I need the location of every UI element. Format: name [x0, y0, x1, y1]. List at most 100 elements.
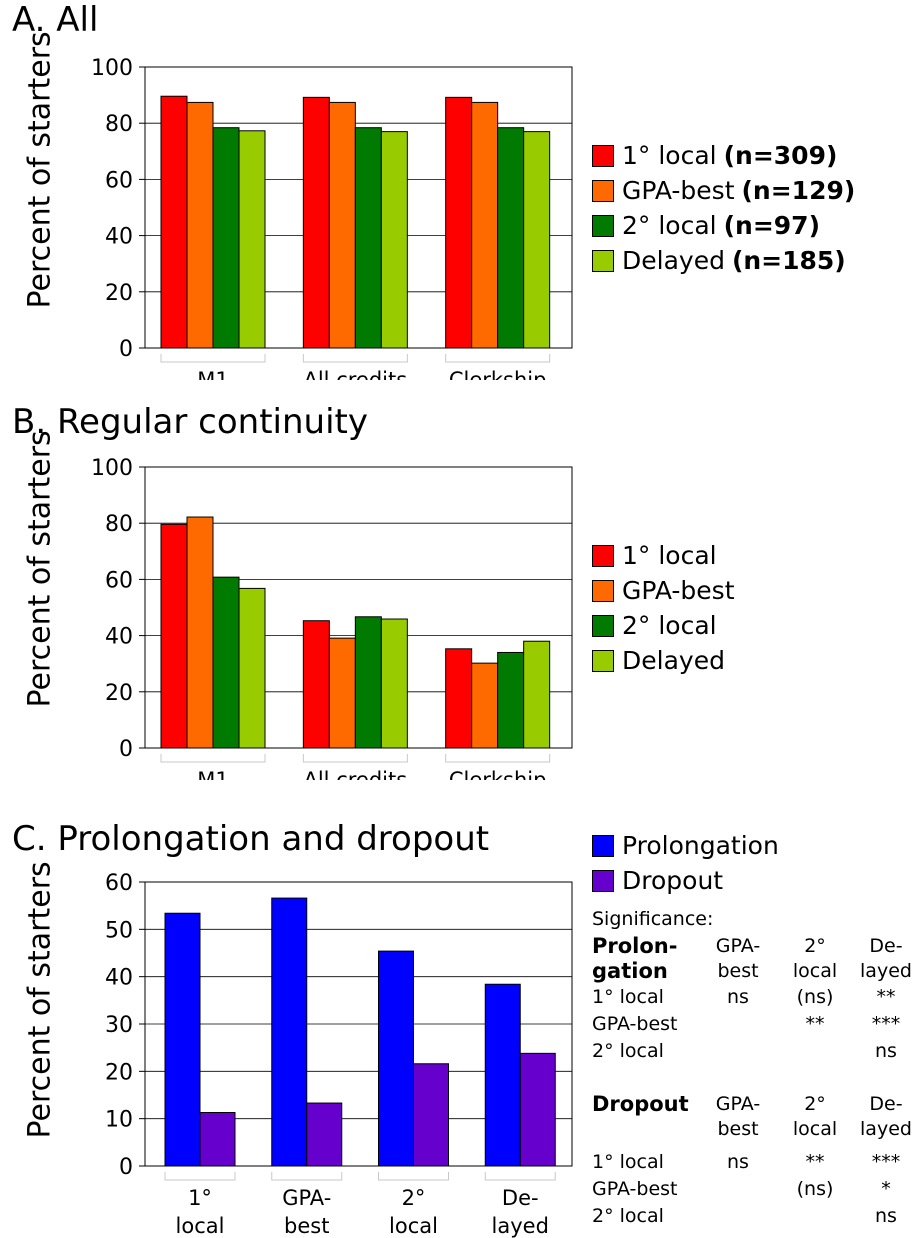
- bar: [199, 1112, 236, 1167]
- category-bracket: [160, 754, 266, 763]
- y-tick-label: 20: [105, 681, 133, 706]
- legend-item: Dropout: [592, 863, 779, 898]
- sig-cell: **: [805, 1013, 825, 1035]
- bar: [484, 983, 521, 1167]
- bar: [497, 127, 525, 349]
- bar: [471, 101, 499, 349]
- legend-swatch: [592, 214, 614, 237]
- legend-item: 1° local (n=309): [592, 138, 855, 173]
- category-bracket: [302, 354, 408, 363]
- legend-item: Delayed (n=185): [592, 243, 855, 278]
- y-tick-label: 0: [119, 737, 133, 762]
- sig-column-header: best: [717, 960, 759, 982]
- category-label: local: [389, 1214, 438, 1238]
- panel-b-chart: 0 20 40 60 80 100 M1 All credits Clerkship: [91, 456, 573, 780]
- y-tick-label: 0: [119, 337, 133, 362]
- y-tick-label: 20: [105, 1060, 133, 1085]
- legend-count: (n=185): [731, 246, 846, 275]
- bar: [306, 1102, 343, 1167]
- category-bracket: [445, 354, 551, 363]
- legend-label: Delayed: [622, 646, 725, 675]
- bar: [164, 912, 201, 1167]
- legend-item: 2° local (n=97): [592, 208, 855, 243]
- sig-column-header: 2°: [804, 1093, 826, 1115]
- legend-label: GPA-best: [622, 576, 735, 605]
- sig-column-header: best: [717, 1118, 759, 1140]
- legend-label: 2° local: [622, 211, 717, 240]
- bar: [354, 127, 382, 349]
- category-bracket: [378, 1172, 449, 1181]
- bar: [497, 651, 525, 749]
- panel-b-title: B. Regular continuity: [12, 402, 368, 442]
- bar: [302, 96, 330, 349]
- y-tick-label: 50: [105, 918, 133, 943]
- sig-column-header: GPA-: [715, 1093, 761, 1115]
- sig-heading: Dropout: [592, 1092, 689, 1116]
- category-label: Clerkship: [449, 768, 547, 780]
- sig-cell: (ns): [796, 1178, 834, 1200]
- y-tick-label: 60: [105, 168, 133, 193]
- legend-swatch: [592, 144, 614, 167]
- legend-label: Delayed: [622, 246, 725, 275]
- category-bracket: [445, 754, 551, 763]
- bar: [186, 516, 214, 749]
- sig-row-label: 1° local: [592, 986, 664, 1008]
- bar: [186, 101, 214, 349]
- legend-item: 1° local: [592, 538, 735, 573]
- sig-row-label: GPA-best: [592, 1178, 678, 1200]
- sig-cell: (ns): [796, 986, 834, 1008]
- significance-title: Significance:: [592, 908, 714, 930]
- sig-column-header: 2°: [804, 935, 826, 957]
- sig-cell: ns: [727, 1151, 749, 1173]
- legend-swatch: [592, 179, 614, 202]
- category-label: Clerkship: [449, 368, 547, 380]
- legend-swatch: [592, 544, 614, 567]
- bar: [354, 616, 382, 749]
- bar: [413, 1063, 449, 1167]
- bar: [160, 523, 188, 749]
- y-tick-label: 40: [105, 225, 133, 250]
- y-tick-label: 60: [105, 568, 133, 593]
- y-tick-label: 10: [105, 1108, 133, 1133]
- sig-row-label: 1° local: [592, 1151, 664, 1173]
- sig-column-header: De-: [869, 1093, 903, 1115]
- category-label: local: [176, 1214, 225, 1238]
- y-tick-label: 80: [105, 512, 133, 537]
- category-label: M1: [197, 368, 228, 380]
- panel-a-chart: 0 20 40 60 80 100 M1 All credits Clerkship: [91, 56, 573, 380]
- legend-label: 1° local: [622, 541, 717, 570]
- category-label: 2°: [402, 1186, 426, 1210]
- y-tick-label: 60: [105, 871, 133, 896]
- category-bracket: [302, 754, 408, 763]
- bar: [238, 587, 266, 749]
- sig-cell: ***: [871, 1013, 901, 1035]
- bar: [271, 897, 308, 1167]
- bar: [212, 127, 240, 349]
- sig-cell: ns: [875, 1205, 897, 1227]
- category-label: GPA-: [282, 1186, 331, 1210]
- legend-label: Dropout: [622, 866, 724, 895]
- y-tick-label: 20: [105, 281, 133, 306]
- y-tick-label: 0: [119, 1155, 133, 1180]
- sig-heading: gation: [592, 959, 668, 983]
- sig-row-label: 2° local: [592, 1040, 664, 1062]
- legend-label: GPA-best: [622, 176, 735, 205]
- bar: [380, 131, 408, 349]
- category-label: All credits: [303, 368, 407, 380]
- category-label: All credits: [303, 768, 407, 780]
- bar: [523, 131, 551, 349]
- sig-cell: ns: [875, 1040, 897, 1062]
- bar: [445, 96, 473, 349]
- sig-cell: **: [876, 986, 896, 1008]
- category-label: layed: [492, 1214, 549, 1238]
- legend-count: (n=129): [741, 176, 856, 205]
- panel-a-title: A. All: [12, 0, 99, 40]
- legend-swatch: [592, 249, 614, 272]
- sig-column-header: layed: [860, 960, 912, 982]
- y-tick-label: 30: [105, 1013, 133, 1038]
- panel-c-title: C. Prolongation and dropout: [12, 819, 490, 859]
- sig-heading: Prolon-: [592, 934, 678, 958]
- legend-count: (n=97): [723, 211, 820, 240]
- sig-cell: *: [881, 1178, 891, 1200]
- legend-label: Prolongation: [622, 831, 779, 860]
